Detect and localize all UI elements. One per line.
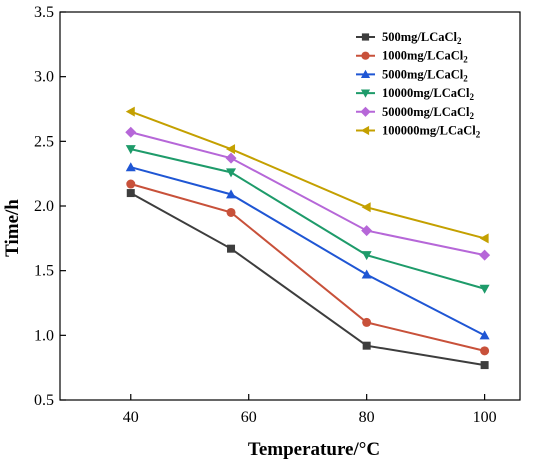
data-point [125, 106, 135, 117]
x-tick-label: 40 [123, 409, 139, 426]
legend: 500mg/LCaCl2 1000mg/LCaCl2 5000mg/LCaCl2 10… [356, 30, 481, 140]
legend-item: 50000mg/LCaCl2 [356, 105, 475, 121]
series [126, 189, 489, 370]
data-point [125, 145, 136, 155]
series-line [130, 148, 485, 290]
y-tick-label: 1.5 [34, 263, 54, 280]
series-layer [125, 106, 491, 370]
legend-marker [360, 69, 371, 78]
y-tick-label: 2.0 [34, 198, 54, 215]
legend-label: 1000mg/LCaCl2 [382, 49, 468, 65]
data-point [227, 244, 236, 253]
legend-marker [360, 106, 371, 117]
y-tick-label: 3.0 [34, 69, 54, 86]
legend-label-subscript: 2 [463, 73, 468, 83]
axes-layer: 0.5 1.0 1.5 2.0 2.5 3.0 3.5 40 60 80 100 [34, 4, 521, 426]
legend-label: 50000mg/LCaCl2 [382, 105, 475, 121]
data-point [126, 179, 136, 189]
legend-item: 5000mg/LCaCl2 [356, 67, 468, 83]
series-line [130, 110, 485, 240]
series [125, 126, 491, 261]
legend-label-subscript: 2 [470, 111, 475, 121]
data-point [479, 233, 489, 244]
series [125, 106, 489, 244]
legend-item: 500mg/LCaCl2 [356, 30, 462, 46]
data-point [361, 202, 371, 213]
y-axis-title: Time/h [2, 199, 23, 257]
data-point [125, 126, 137, 138]
data-point [361, 225, 373, 237]
y-tick-label: 2.5 [34, 133, 54, 150]
data-point [480, 361, 489, 370]
legend-item: 100000mg/LCaCl2 [356, 124, 481, 140]
series-line [130, 166, 486, 337]
data-point [479, 330, 490, 340]
data-point [479, 284, 490, 294]
legend-label-subscript: 2 [476, 130, 481, 140]
data-point [226, 168, 237, 178]
legend-marker [361, 33, 370, 41]
data-point [479, 249, 491, 261]
data-point [125, 162, 136, 172]
legend-label: 100000mg/LCaCl2 [382, 124, 481, 140]
data-point [226, 207, 236, 217]
series [125, 162, 490, 340]
legend-label-subscript: 2 [457, 36, 462, 46]
legend-label: 5000mg/LCaCl2 [382, 67, 468, 83]
legend-label: 500mg/LCaCl2 [382, 30, 462, 46]
x-tick-label: 100 [473, 409, 497, 426]
series-line [130, 192, 485, 367]
legend-item: 1000mg/LCaCl2 [356, 49, 468, 65]
x-axis-title: Temperature/°C [248, 439, 380, 460]
series [125, 145, 490, 294]
legend-item: 10000mg/LCaCl2 [356, 86, 475, 102]
y-tick-label: 1.0 [34, 327, 54, 344]
series-line [130, 131, 485, 257]
x-tick-label: 60 [241, 409, 257, 426]
legend-label-subscript: 2 [470, 92, 475, 102]
series [126, 179, 490, 356]
data-point [362, 317, 372, 327]
data-point [226, 144, 236, 155]
data-point [362, 341, 371, 350]
x-tick-label: 80 [359, 409, 375, 426]
legend-marker [360, 125, 370, 136]
legend-label-subscript: 2 [463, 55, 468, 65]
legend-marker [361, 51, 370, 60]
data-point [480, 346, 490, 356]
data-point [361, 269, 372, 279]
data-point [225, 152, 237, 164]
legend-label: 10000mg/LCaCl2 [382, 86, 475, 102]
data-point [361, 251, 372, 261]
series-line [130, 183, 485, 352]
data-point [226, 189, 237, 199]
data-point [126, 189, 135, 198]
y-tick-label: 3.5 [34, 4, 54, 21]
y-tick-label: 0.5 [34, 392, 54, 409]
legend-marker [360, 89, 371, 98]
